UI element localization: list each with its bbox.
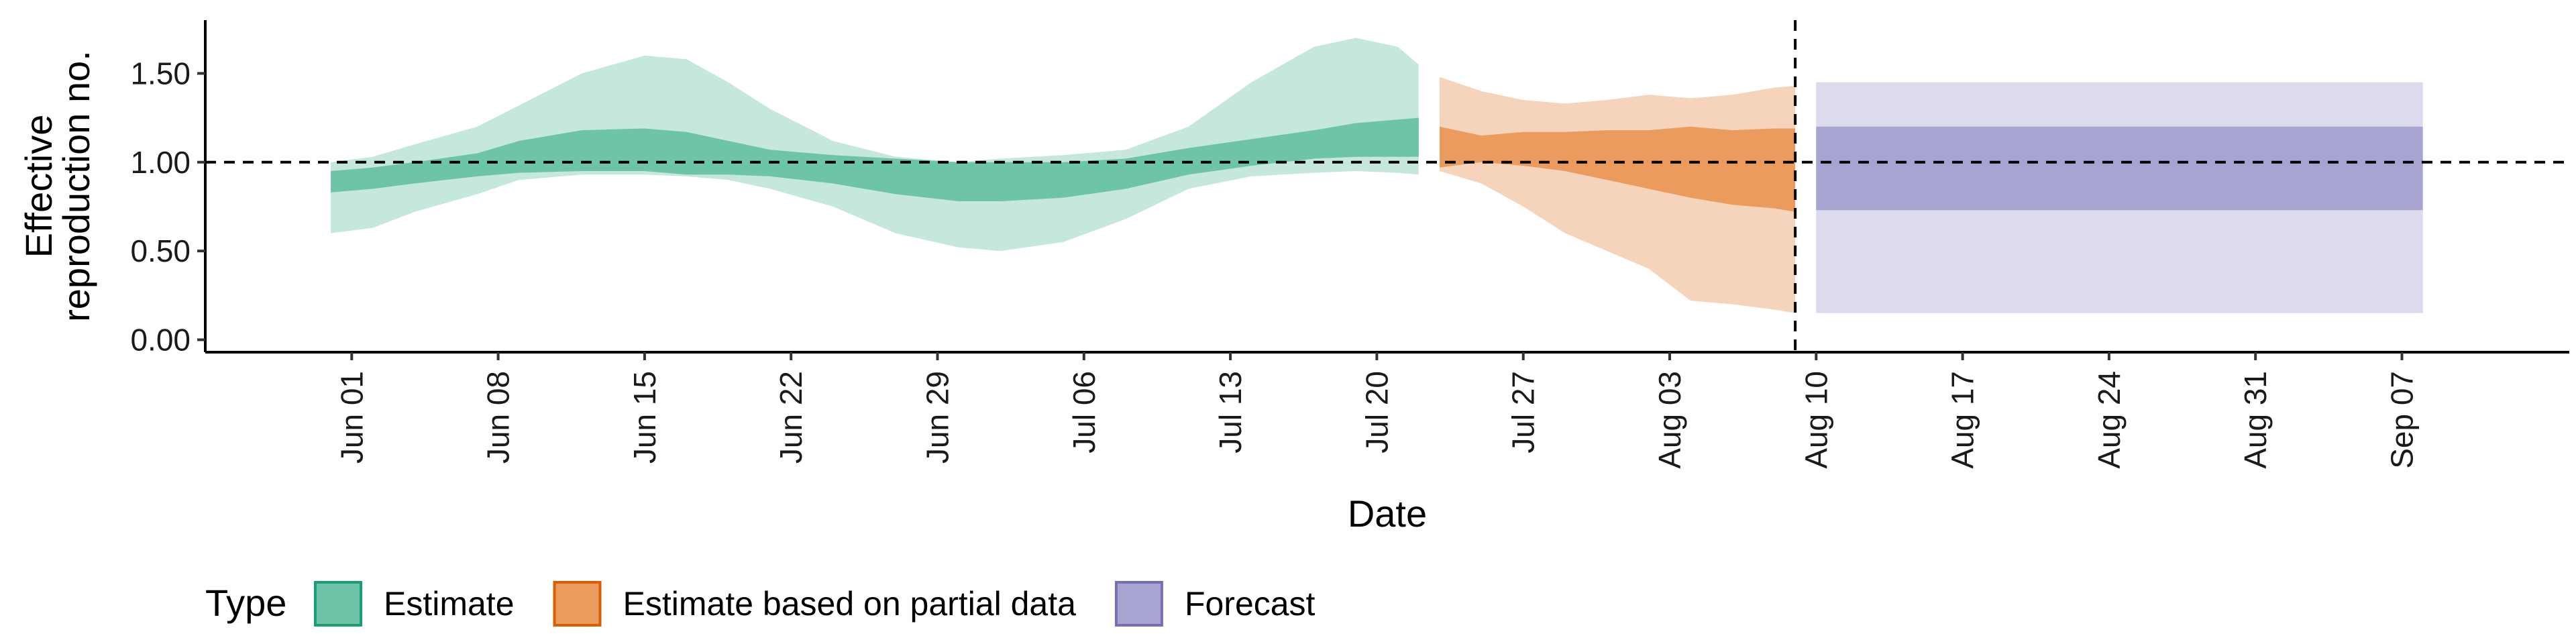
legend: Type Estimate Estimate based on partial da… bbox=[205, 581, 1316, 627]
ribbon-layer bbox=[331, 38, 2423, 313]
legend-swatch-estimate bbox=[314, 581, 362, 627]
estimate-50-band bbox=[331, 117, 1419, 201]
y-axis-title-line: Effective bbox=[17, 115, 60, 258]
y-tick-label: 1.50 bbox=[130, 56, 191, 91]
x-tick-label: Aug 03 bbox=[1652, 371, 1687, 469]
legend-swatch-estimate-based-on-partial-data bbox=[553, 581, 602, 627]
legend-label-estimate: Estimate bbox=[384, 585, 515, 623]
x-tick-label: Sep 07 bbox=[2385, 371, 2420, 469]
legend-label-forecast: Forecast bbox=[1185, 585, 1316, 623]
x-tick-label: Jun 22 bbox=[773, 371, 808, 464]
y-axis-title-line: reproduction no. bbox=[55, 50, 97, 322]
x-tick-label: Aug 24 bbox=[2092, 371, 2127, 469]
x-tick-label: Jun 01 bbox=[334, 371, 369, 464]
estimate-90-band bbox=[331, 38, 1419, 252]
x-tick-label: Jul 06 bbox=[1067, 371, 1102, 453]
estimate-based-on-partial-data-50-band bbox=[1440, 126, 1796, 212]
legend-swatch-forecast bbox=[1114, 581, 1163, 627]
x-tick-label: Jul 20 bbox=[1359, 371, 1394, 453]
x-tick-label: Jun 15 bbox=[627, 371, 662, 464]
x-tick-label: Jul 27 bbox=[1506, 371, 1541, 453]
y-tick-label: 0.50 bbox=[130, 233, 191, 268]
y-tick-label: 1.00 bbox=[130, 145, 191, 180]
x-tick-label: Aug 31 bbox=[2238, 371, 2273, 469]
forecast-50-band bbox=[1816, 126, 2423, 211]
y-tick-label: 0.00 bbox=[130, 322, 191, 357]
axes: 0.00 0.50 1.00 1.50 Jun 01 Jun 08 Jun 15 Jun 22… bbox=[130, 20, 2569, 469]
y-axis-title: Effectivereproduction no. bbox=[17, 50, 97, 322]
x-tick-label: Jun 29 bbox=[920, 371, 955, 464]
x-tick-label: Aug 17 bbox=[1945, 371, 1980, 469]
x-axis-title: Date bbox=[1348, 492, 1427, 535]
x-tick-label: Jun 08 bbox=[481, 371, 516, 464]
legend-title: Type bbox=[205, 582, 286, 624]
legend-label-estimate-based-on-partial-data: Estimate based on partial data bbox=[623, 585, 1077, 623]
x-tick-label: Aug 10 bbox=[1799, 371, 1833, 469]
x-tick-label: Jul 13 bbox=[1213, 371, 1248, 453]
